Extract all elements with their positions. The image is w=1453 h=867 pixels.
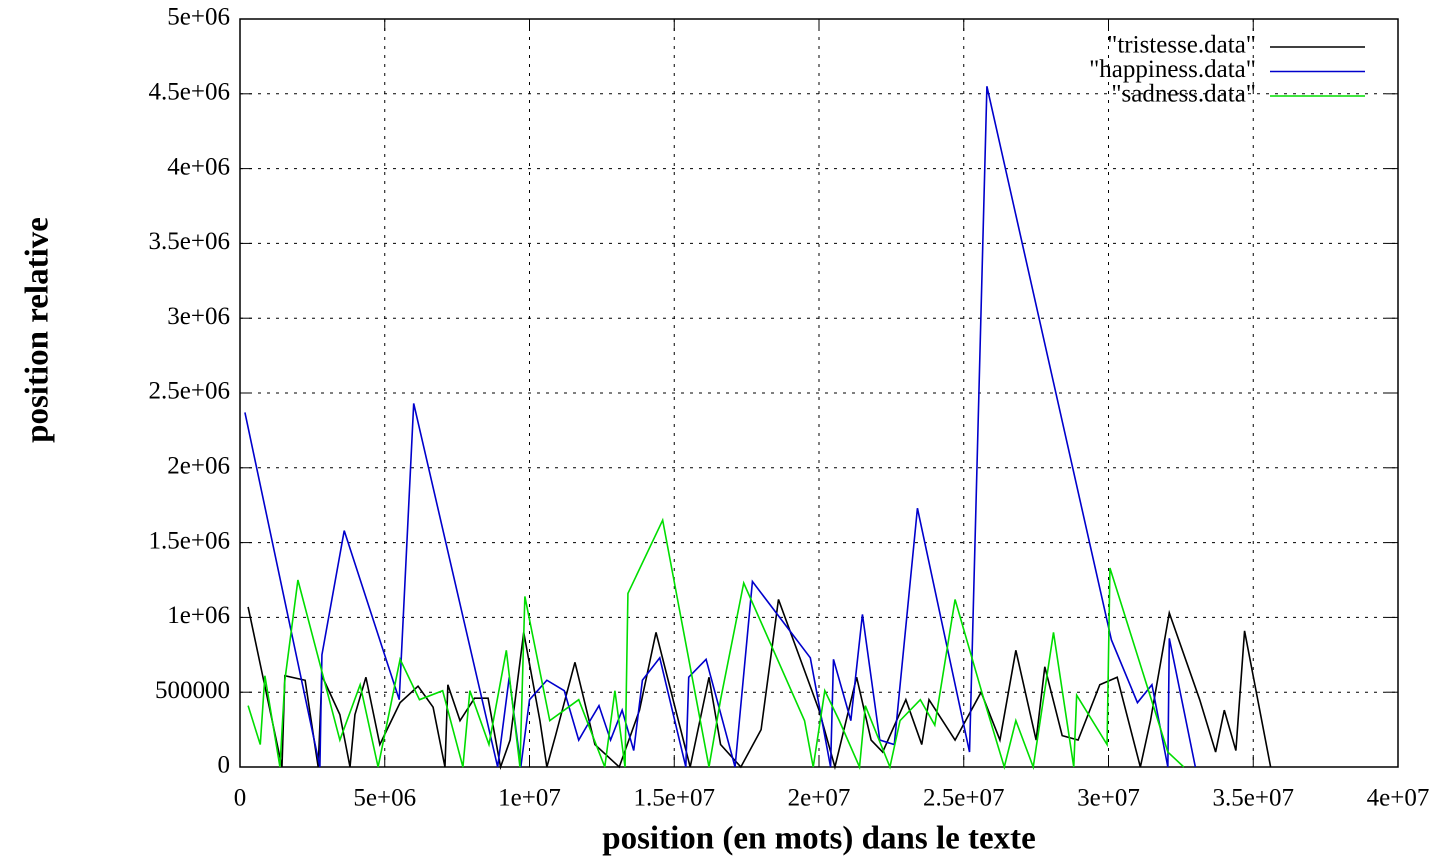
x-tick-label: 5e+06 bbox=[353, 785, 416, 812]
x-tick-label: 0 bbox=[234, 785, 247, 812]
x-axis-title: position (en mots) dans le texte bbox=[602, 821, 1036, 857]
y-tick-label: 1.5e+06 bbox=[149, 527, 230, 554]
legend-label: "tristesse.data" bbox=[1107, 32, 1256, 59]
series-line bbox=[247, 517, 1185, 771]
y-tick-label: 0 bbox=[218, 752, 231, 779]
legend-label: "sadness.data" bbox=[1111, 81, 1256, 108]
x-tick-label: 2.5e+07 bbox=[923, 785, 1004, 812]
x-tick-label: 4e+07 bbox=[1367, 785, 1430, 812]
y-tick-label: 5e+06 bbox=[167, 4, 230, 31]
series-line bbox=[247, 599, 1272, 771]
y-tick-label: 3.5e+06 bbox=[149, 228, 230, 255]
y-tick-label: 4e+06 bbox=[167, 153, 230, 180]
x-tick-label: 3.5e+07 bbox=[1213, 785, 1294, 812]
legend-label: "happiness.data" bbox=[1089, 56, 1256, 83]
plot-border bbox=[239, 18, 1399, 768]
y-tick-label: 3e+06 bbox=[167, 303, 230, 330]
x-tick-label: 1e+07 bbox=[498, 785, 561, 812]
y-tick-label: 2.5e+06 bbox=[149, 378, 230, 405]
x-tick-label: 3e+07 bbox=[1077, 785, 1140, 812]
y-axis-title: position relative bbox=[20, 217, 56, 443]
y-tick-label: 1e+06 bbox=[167, 602, 230, 629]
series-line bbox=[244, 86, 1197, 768]
x-tick-label: 1.5e+07 bbox=[634, 785, 715, 812]
y-tick-label: 2e+06 bbox=[167, 453, 230, 480]
y-tick-label: 4.5e+06 bbox=[149, 79, 230, 106]
y-tick-label: 500000 bbox=[155, 677, 230, 704]
x-tick-label: 2e+07 bbox=[788, 785, 851, 812]
